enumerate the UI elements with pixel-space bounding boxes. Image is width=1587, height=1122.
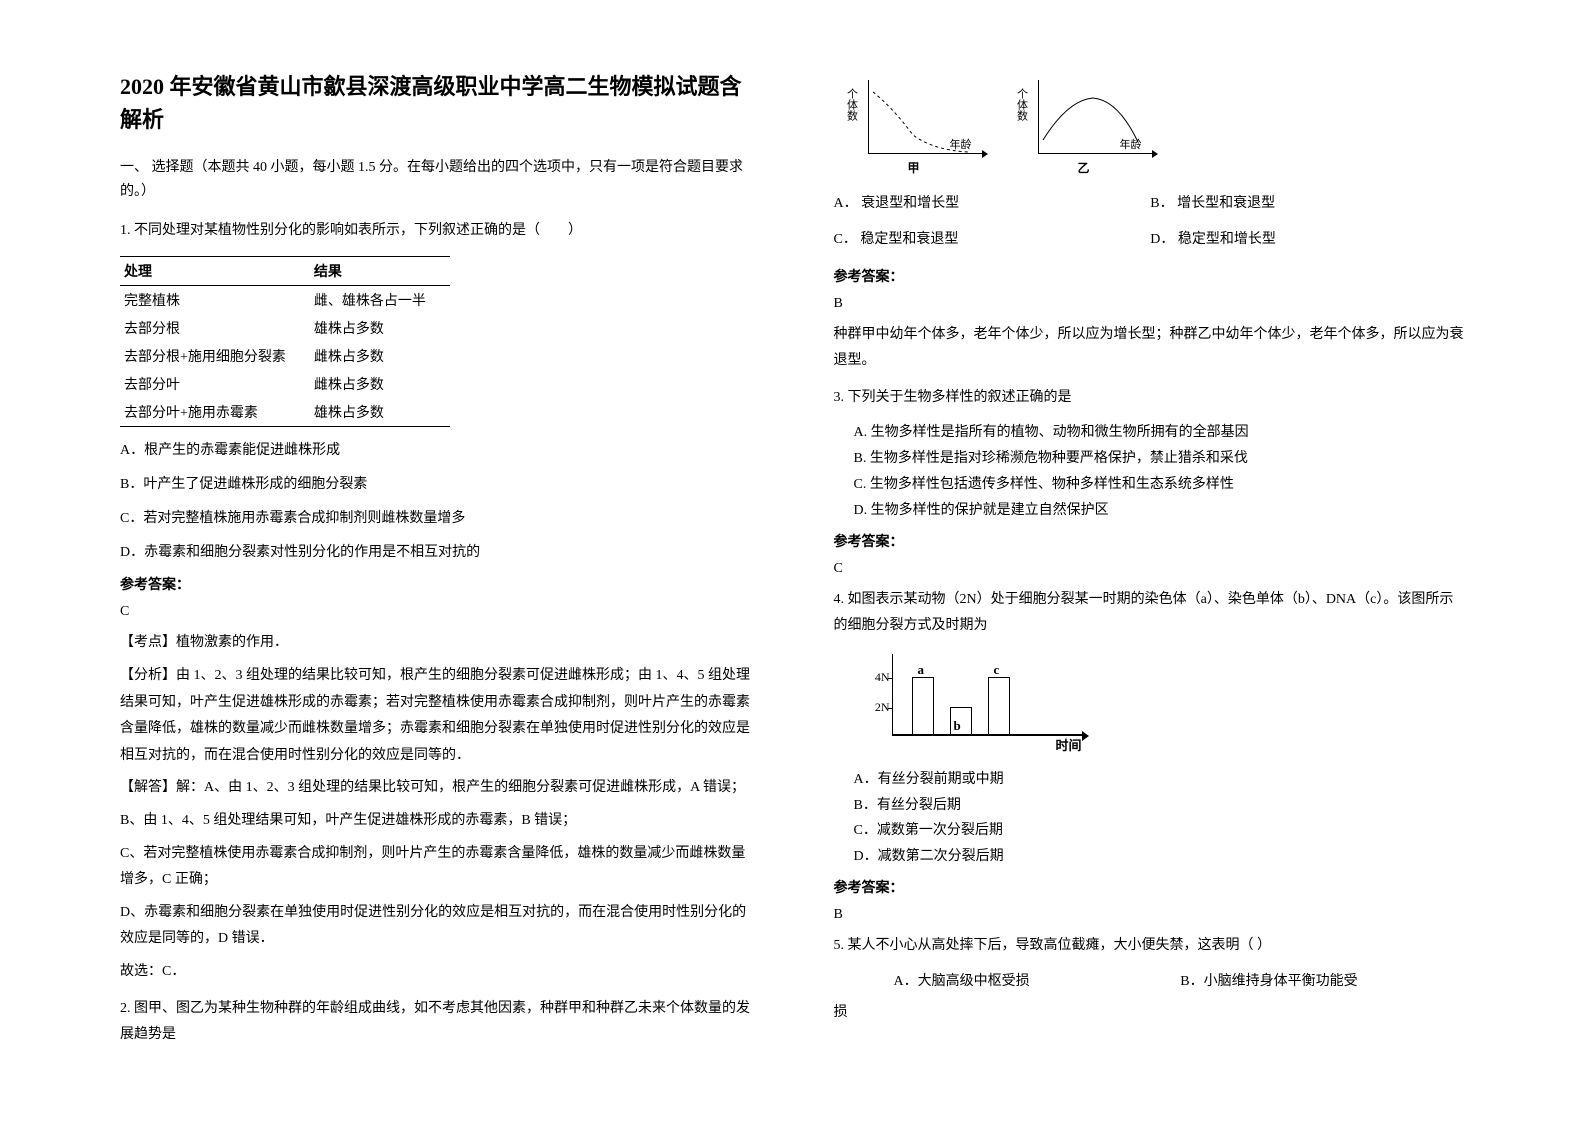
q1-table: 处理 结果 完整植株雌、雄株各占一半 去部分根雄株占多数 去部分根+施用细胞分裂… <box>120 256 450 427</box>
curve-a <box>868 80 978 154</box>
q1-solve-end: 故选：C． <box>120 959 754 986</box>
q2-stem: 2. 图甲、图乙为某种生物种群的年龄组成曲线，如不考虑其他因素，种群甲和种群乙未… <box>120 996 754 1049</box>
bar-c <box>988 677 1010 735</box>
q5-options: A．大脑高级中枢受损 B．小脑维持身体平衡功能受 <box>834 970 1468 990</box>
q3-option-c: C. 生物多样性包括遗传多样性、物种多样性和生态系统多样性 <box>854 473 1468 497</box>
table-row: 去部分根雄株占多数 <box>120 314 450 342</box>
answer-label: 参考答案： <box>834 877 1468 897</box>
arrow-icon <box>1152 150 1158 158</box>
q5-tail: 损 <box>834 1000 1468 1027</box>
q2-option-b: B． 增长型和衰退型 <box>1150 192 1467 216</box>
bar-label-c: c <box>994 662 1000 678</box>
q2-explain: 种群甲中幼年个体多，老年个体少，所以应为增长型；种群乙中幼年个体少，老年个体多，… <box>834 322 1468 375</box>
q5-stem: 5. 某人不小心从高处摔下后，导致高位截瘫，大小便失禁，这表明（ ） <box>834 933 1468 960</box>
y-axis-label: 个体数 <box>844 88 860 121</box>
q2-answer: B <box>834 296 1468 312</box>
q1-option-a: A．根产生的赤霉素能促进雌株形成 <box>120 439 754 463</box>
q3-option-a: A. 生物多样性是指所有的植物、动物和微生物所拥有的全部基因 <box>854 421 1468 445</box>
q4-option-c: C．减数第一次分裂后期 <box>854 819 1468 843</box>
q2-option-c: C． 稳定型和衰退型 <box>834 228 1151 252</box>
q1-solve-b: B、由 1、4、5 组处理结果可知，叶产生促进雄株形成的赤霉素，B 错误； <box>120 808 754 835</box>
tick-mark <box>888 708 892 709</box>
q3-answer: C <box>834 561 1468 577</box>
q4-option-a: A．有丝分裂前期或中期 <box>854 768 1468 792</box>
q1-option-d: D．赤霉素和细胞分裂素对性别分化的作用是不相互对抗的 <box>120 541 754 565</box>
table-row: 去部分叶雌株占多数 <box>120 370 450 398</box>
chart-caption: 甲 <box>907 159 919 176</box>
q5-option-b: B．小脑维持身体平衡功能受 <box>1180 970 1467 990</box>
q1-solve-a: 【解答】解：A、由 1、2、3 组处理的结果比较可知，根产生的细胞分裂素可促进雌… <box>120 775 754 802</box>
q1-point: 【考点】植物激素的作用． <box>120 630 754 657</box>
q2-charts: 个体数 年龄 甲 个体数 年龄 乙 <box>844 80 1468 170</box>
bar-label-b: b <box>954 718 961 734</box>
axis-y <box>892 654 894 736</box>
q2-option-d: D． 稳定型和增长型 <box>1150 228 1467 252</box>
x-axis-label: 时间 <box>1055 735 1081 754</box>
tick-mark <box>888 678 892 679</box>
q1-analysis: 【分析】由 1、2、3 组处理的结果比较可知，根产生的细胞分裂素可促进雌株形成；… <box>120 663 754 769</box>
q1-solve-c: C、若对完整植株使用赤霉素合成抑制剂，则叶片产生的赤霉素含量降低，雄株的数量减少… <box>120 841 754 894</box>
q1-option-c: C．若对完整植株施用赤霉素合成抑制剂则雌株数量增多 <box>120 507 754 531</box>
arrow-icon <box>1082 731 1089 741</box>
table-row: 去部分根+施用细胞分裂素雌株占多数 <box>120 342 450 370</box>
q1-option-b: B．叶产生了促进雌株形成的细胞分裂素 <box>120 473 754 497</box>
y-axis-label: 个体数 <box>1014 88 1030 121</box>
arrow-icon <box>982 150 988 158</box>
q5-option-a: A．大脑高级中枢受损 <box>894 970 1181 990</box>
q1-answer: C <box>120 604 754 620</box>
q4-bar-chart: 4N 2N a b c 时间 <box>864 654 1084 754</box>
q1-stem: 1. 不同处理对某植物性别分化的影响如表所示，下列叙述正确的是（ ） <box>120 218 754 245</box>
table-header: 结果 <box>310 257 450 286</box>
left-column: 2020 年安徽省黄山市歙县深渡高级职业中学高二生物模拟试题含解析 一、 选择题… <box>100 70 794 1082</box>
answer-label: 参考答案： <box>834 531 1468 551</box>
q2-option-a: A． 衰退型和增长型 <box>834 192 1151 216</box>
q4-stem: 4. 如图表示某动物（2N）处于细胞分裂某一时期的染色体（a）、染色单体（b）、… <box>834 587 1468 640</box>
section-header: 一、 选择题（本题共 40 小题，每小题 1.5 分。在每小题给出的四个选项中，… <box>120 156 754 204</box>
answer-label: 参考答案： <box>834 266 1468 286</box>
q4-answer: B <box>834 907 1468 923</box>
q3-option-b: B. 生物多样性是指对珍稀濒危物种要严格保护，禁止猎杀和采伐 <box>854 447 1468 471</box>
chart-jia: 个体数 年龄 甲 <box>844 80 984 170</box>
bar-label-a: a <box>918 662 925 678</box>
q4-option-b: B．有丝分裂后期 <box>854 794 1468 818</box>
q2-options: A． 衰退型和增长型 B． 增长型和衰退型 C． 稳定型和衰退型 D． 稳定型和… <box>834 186 1468 258</box>
q1-solve-d: D、赤霉素和细胞分裂素在单独使用时促进性别分化的效应是相互对抗的，而在混合使用时… <box>120 900 754 953</box>
q4-option-d: D．减数第二次分裂后期 <box>854 845 1468 869</box>
curve-b <box>1038 80 1148 154</box>
answer-label: 参考答案： <box>120 574 754 594</box>
doc-title: 2020 年安徽省黄山市歙县深渡高级职业中学高二生物模拟试题含解析 <box>120 70 754 136</box>
table-row: 去部分叶+施用赤霉素雄株占多数 <box>120 398 450 427</box>
table-row: 完整植株雌、雄株各占一半 <box>120 286 450 315</box>
q3-stem: 3. 下列关于生物多样性的叙述正确的是 <box>834 385 1468 412</box>
q3-option-d: D. 生物多样性的保护就是建立自然保护区 <box>854 499 1468 523</box>
table-header: 处理 <box>120 257 310 286</box>
bar-a <box>912 677 934 735</box>
right-column: 个体数 年龄 甲 个体数 年龄 乙 A． 衰退型和增长型 B． 增长型和衰退型 … <box>794 70 1488 1082</box>
chart-caption: 乙 <box>1077 159 1089 176</box>
chart-yi: 个体数 年龄 乙 <box>1014 80 1154 170</box>
